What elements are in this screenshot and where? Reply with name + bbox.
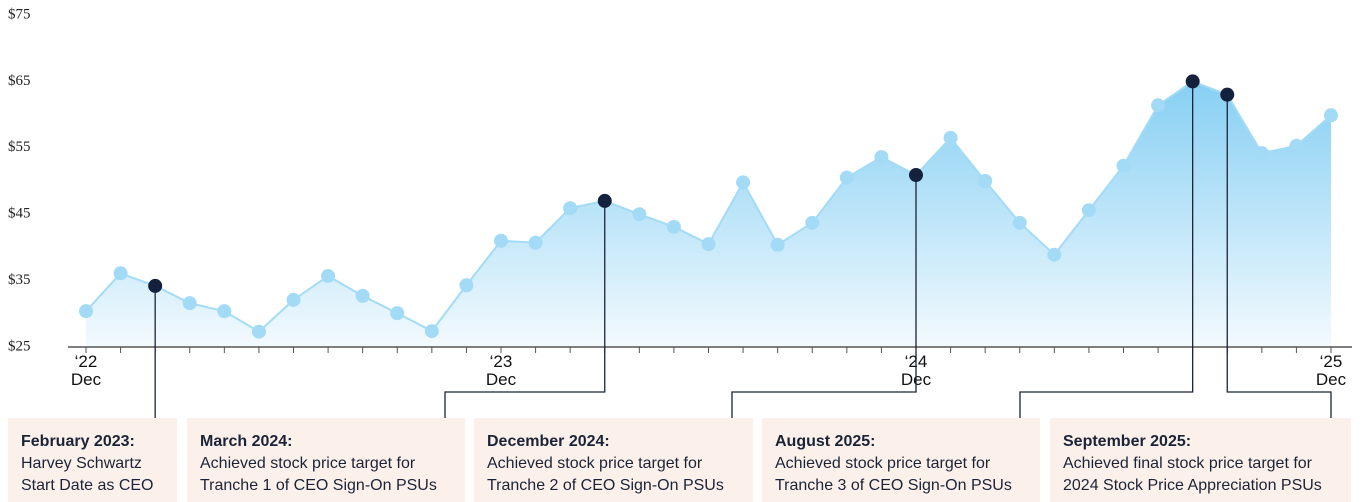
point — [355, 288, 370, 303]
x-tick-label: Dec — [71, 370, 102, 389]
area — [86, 81, 1331, 348]
annotation-text: Tranche 1 of CEO Sign-On PSUs — [200, 477, 437, 494]
connector — [444, 200, 606, 418]
annotation-heading: March 2024: — [200, 433, 293, 450]
point — [286, 292, 301, 307]
point — [770, 237, 785, 252]
y-tick-label: $25 — [8, 338, 31, 354]
point — [943, 130, 958, 145]
point — [1324, 108, 1338, 123]
annotation-box — [8, 418, 177, 502]
connector — [1019, 81, 1194, 418]
annotation-box — [187, 418, 465, 502]
point — [909, 168, 923, 183]
x-tick-label: Dec — [1316, 370, 1347, 389]
connector — [731, 175, 917, 418]
annotation-text: Start Date as CEO — [21, 477, 154, 494]
point — [1151, 98, 1166, 113]
annotation-heading: December 2024: — [487, 433, 610, 450]
point — [217, 304, 232, 319]
point — [736, 175, 751, 190]
point — [805, 215, 820, 230]
annotation-heading: August 2025: — [775, 433, 875, 450]
point — [494, 233, 508, 248]
annotation-text: Achieved stock price target for — [775, 455, 991, 472]
annotation-text: Achieved stock price target for — [200, 455, 416, 472]
connector — [1226, 94, 1332, 418]
point — [978, 174, 993, 188]
annotation-heading: September 2025: — [1063, 433, 1191, 450]
point — [632, 207, 647, 222]
point — [839, 170, 854, 185]
x-tick-label: Dec — [486, 370, 517, 389]
point — [563, 201, 578, 216]
point — [148, 278, 163, 293]
point — [1289, 138, 1304, 153]
x-tick-label: ‘25 — [1320, 352, 1343, 371]
point — [597, 193, 612, 208]
annotation-text: Achieved stock price target for — [487, 455, 703, 472]
annotation-text: 2024 Stock Price Appreciation PSUs — [1063, 477, 1322, 494]
y-tick-label: $75 — [8, 6, 31, 22]
y-tick-label: $35 — [8, 272, 31, 288]
point — [1116, 158, 1131, 173]
annotation-box — [474, 418, 753, 502]
point — [701, 237, 716, 252]
point — [874, 150, 889, 165]
point — [1012, 215, 1027, 230]
point — [1047, 247, 1062, 262]
point — [1185, 74, 1200, 89]
y-tick-label: $65 — [8, 73, 31, 89]
x-tick-label: ‘22 — [75, 352, 98, 371]
point — [424, 324, 439, 339]
point — [182, 296, 197, 311]
point — [528, 235, 543, 250]
point — [1220, 87, 1235, 102]
point — [79, 304, 93, 319]
annotation-text: Achieved final stock price target for — [1063, 455, 1313, 472]
annotation-text: Tranche 2 of CEO Sign-On PSUs — [487, 477, 724, 494]
annotation-box — [762, 418, 1040, 502]
annotation-heading: February 2023: — [21, 433, 135, 450]
point — [113, 266, 128, 281]
point — [459, 278, 474, 293]
point — [251, 324, 266, 339]
annotation-text: Tranche 3 of CEO Sign-On PSUs — [775, 477, 1012, 494]
annotation-text: Harvey Schwartz — [21, 455, 142, 472]
point — [1081, 203, 1096, 218]
annotation-box — [1050, 418, 1351, 502]
y-tick-label: $55 — [8, 139, 31, 155]
point — [666, 219, 681, 234]
point — [321, 268, 336, 283]
point — [390, 306, 405, 321]
x-tick-label: ‘23 — [490, 352, 513, 371]
point — [1254, 146, 1269, 161]
y-tick-label: $45 — [8, 206, 31, 222]
